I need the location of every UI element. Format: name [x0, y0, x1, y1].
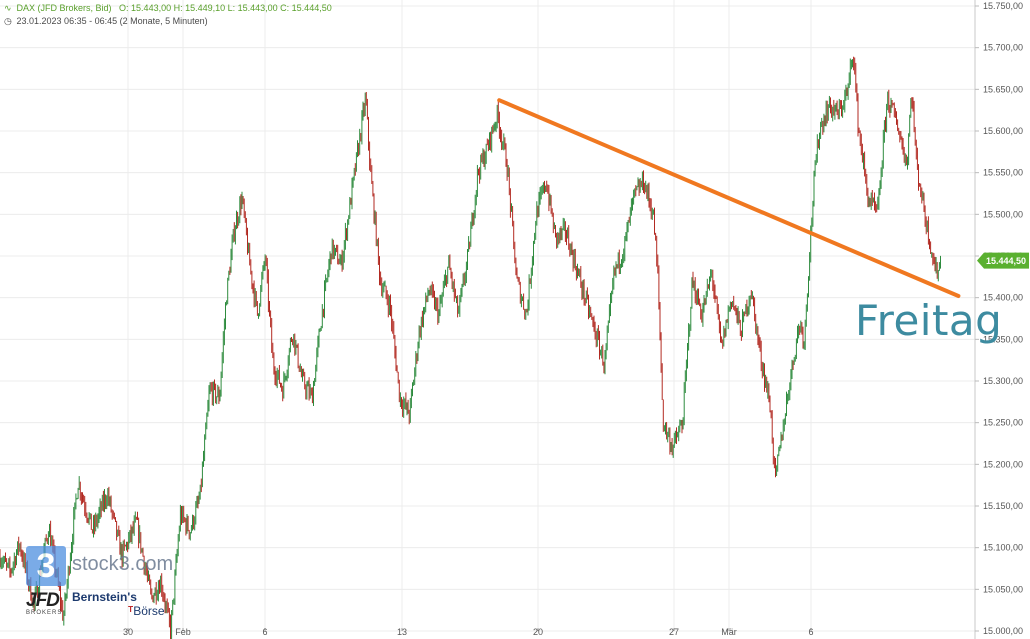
y-tick-label: 15.100,00	[983, 543, 1023, 553]
grid-lines	[0, 0, 975, 632]
freitag-annotation: Freitag	[855, 296, 1003, 345]
jfd-text: JFD	[26, 590, 60, 611]
instrument-header: ∿ DAX (JFD Brokers, Bid) O: 15.443,00 H:…	[4, 3, 332, 14]
instrument-icon: ∿	[4, 3, 12, 13]
x-tick-label: 20	[533, 627, 543, 637]
y-tick-label: 15.200,00	[983, 459, 1023, 469]
y-tick-label: 15.300,00	[983, 376, 1023, 386]
y-tick-label: 15.650,00	[983, 84, 1023, 94]
y-tick-label: 15.050,00	[983, 584, 1023, 594]
x-tick-label: 30	[123, 627, 133, 637]
y-tick-label: 15.250,00	[983, 418, 1023, 428]
jfd-sub: BROKERS	[26, 610, 63, 616]
last-price-badge: 15.444,50	[977, 252, 1029, 269]
x-tick-label: 27	[669, 627, 679, 637]
y-tick-label: 15.150,00	[983, 501, 1023, 511]
x-tick-label: 6	[808, 627, 813, 637]
last-price-badge-shape	[977, 252, 1029, 269]
bernsteins-line1: Bernstein's	[72, 590, 137, 604]
stock3-logo-glyph: 3	[36, 547, 56, 585]
y-tick-label: 15.750,00	[983, 1, 1023, 11]
x-tick-label: 6	[262, 627, 267, 637]
y-tick-label: 15.000,00	[983, 626, 1023, 636]
x-tick-label: 13	[397, 627, 407, 637]
x-tick-label: Feb	[175, 627, 191, 637]
range-label: 23.01.2023 06:35 - 06:45 (2 Monate, 5 Mi…	[16, 16, 208, 26]
trendline	[497, 98, 961, 298]
last-price-label: 15.444,50	[986, 256, 1026, 266]
y-tick-label: 15.350,00	[983, 334, 1023, 344]
range-header: ◷ 23.01.2023 06:35 - 06:45 (2 Monate, 5 …	[4, 16, 208, 27]
y-tick-label: 15.700,00	[983, 43, 1023, 53]
stock3-text: stock3.com	[72, 553, 174, 575]
instrument-title: DAX (JFD Brokers, Bid)	[16, 3, 112, 13]
y-tick-label: 15.400,00	[983, 293, 1023, 303]
y-tick-label: 15.550,00	[983, 168, 1023, 178]
bernsteins-accent-icon: ᵀ	[128, 604, 134, 618]
bernsteins-logo: Bernstein's ᵀBörse	[72, 590, 165, 618]
clock-icon: ◷	[4, 16, 12, 26]
x-axis: 30 Feb 6 13 20 27 Mär 6	[123, 627, 814, 637]
y-tick-label: 15.500,00	[983, 209, 1023, 219]
bernsteins-line2-text: Börse	[133, 604, 165, 618]
bernsteins-line2: ᵀBörse	[72, 604, 165, 618]
jfd-logo: JFD BROKERS	[26, 590, 62, 616]
candle-series	[0, 56, 941, 639]
y-tick-label: 15.600,00	[983, 126, 1023, 136]
ohlc-values: O: 15.443,00 H: 15.449,10 L: 15.443,00 C…	[119, 3, 332, 13]
stock3-logo: 3	[26, 546, 66, 586]
x-tick-label: Mär	[721, 627, 737, 637]
